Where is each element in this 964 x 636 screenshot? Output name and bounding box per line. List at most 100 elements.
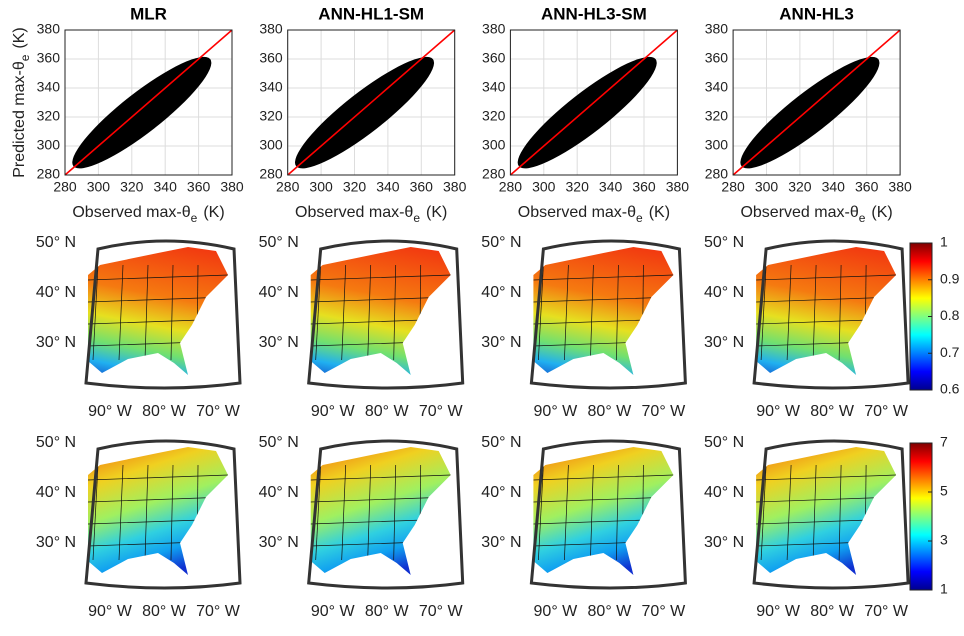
state-border [88,274,228,281]
colorbar-tick-label: 7 [940,434,948,450]
map-field [88,447,228,575]
map-frame [84,439,242,590]
x-tick-label: 340 [376,179,400,195]
lon-label: 70° W [642,403,687,420]
axis-label-unit: (K) [871,204,892,221]
lat-label: 50° N [704,434,744,451]
lat-label: 50° N [36,434,76,451]
state-border [538,464,544,561]
y-tick-label: 300 [482,137,506,153]
x-tick-label: 300 [87,179,111,195]
lat-label: 30° N [36,534,76,551]
x-tick-label: 280 [499,179,523,195]
state-border [564,264,569,361]
lat-label: 40° N [704,284,744,301]
lat-label: 50° N [704,234,744,251]
x-tick-label: 380 [443,179,467,195]
axis-label-subscript: e [413,211,420,225]
y-tick-label: 320 [482,108,506,124]
x-tick-label: 280 [721,179,745,195]
lat-label: 40° N [481,484,521,501]
state-border [533,474,674,481]
map-frame [307,439,465,590]
lat-label: 40° N [259,484,299,501]
y-tick-label: 300 [37,137,61,153]
lon-label: 80° W [365,403,410,420]
state-border [88,496,228,503]
x-tick-label: 300 [309,179,333,195]
y-tick-label: 360 [37,50,61,66]
lat-label: 30° N [704,334,744,351]
map-frame [307,239,465,390]
x-tick-label: 380 [888,179,912,195]
plot-frame [287,29,456,176]
state-border [310,474,451,481]
axis-label-subscript: e [18,54,32,61]
lat-label: 50° N [481,234,521,251]
state-border [315,464,322,561]
state-border [92,464,99,561]
lon-label: 70° W [864,403,909,420]
y-tick-label: 380 [37,21,61,37]
state-border [118,464,124,561]
y-tick-label: 360 [482,50,506,66]
point-cloud [740,56,880,169]
lat-label: 50° N [481,434,521,451]
x-tick-label: 320 [788,179,812,195]
state-border [393,464,397,561]
axis-label: Predicted max-θe (K) [11,27,32,178]
lon-label: 90° W [534,603,579,620]
colorbar-tick-label: 3 [940,532,948,548]
state-border [88,296,228,303]
map-frame [752,439,910,590]
lon-label: 90° W [311,403,356,420]
identity-line [64,29,233,176]
state-border [533,296,674,303]
lat-label: 40° N [36,284,76,301]
axis-label-unit: (K) [649,204,670,221]
state-border [170,464,174,561]
lat-label: 30° N [481,534,521,551]
chart-title: ANN-HL1-SM [318,4,424,23]
state-border [756,296,897,303]
state-border [760,264,767,361]
x-tick-label: 280 [276,179,300,195]
y-tick-label: 360 [259,50,283,66]
lat-label: 30° N [704,534,744,551]
identity-line [287,29,456,176]
identity-line [509,29,678,176]
state-border [756,274,897,281]
y-tick-label: 320 [259,108,283,124]
point-cloud [517,56,657,169]
state-border [170,264,174,361]
state-border [315,264,322,361]
state-border [310,296,451,303]
map-frame [529,239,687,390]
y-tick-label: 280 [705,166,729,182]
x-tick-label: 360 [410,179,434,195]
lon-label: 70° W [196,403,241,420]
state-border [786,464,792,561]
map-field [88,247,228,375]
plot-frame [732,29,901,176]
lon-label: 80° W [588,603,633,620]
x-tick-label: 300 [532,179,556,195]
x-tick-label: 320 [343,179,367,195]
plot-frame [64,29,233,176]
y-tick-label: 340 [482,79,506,95]
state-border [341,464,347,561]
state-border [538,264,544,361]
lon-label: 90° W [311,603,356,620]
x-tick-label: 380 [220,179,244,195]
state-border [88,474,228,481]
point-cloud [294,56,435,169]
y-tick-label: 280 [37,166,61,182]
axis-label: Observed max-θe (K) [72,204,224,225]
colorbar-tick-label: 1 [940,234,948,250]
axis-label-subscript: e [191,211,198,225]
y-tick-label: 380 [705,21,729,37]
state-border [616,264,619,361]
x-tick-label: 340 [599,179,623,195]
lat-label: 40° N [704,484,744,501]
